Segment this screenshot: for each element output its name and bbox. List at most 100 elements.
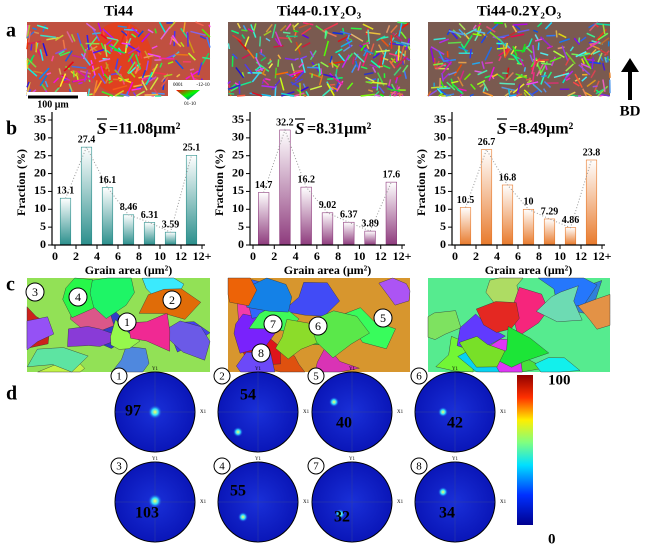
map-region [88,22,152,94]
lath [76,32,83,47]
lath [141,76,150,82]
lath [106,36,119,41]
lath [505,71,514,81]
value-label: 16.8 [499,172,517,183]
lath [512,54,521,65]
x-tick-label: 10 [154,249,166,263]
lath [391,83,396,90]
column-title: Ti44-0.1Y₂O₃ [277,3,362,19]
lath [442,72,450,81]
x-tick-label: 2 [473,249,479,263]
y-tick-label: 0 [40,237,46,251]
x-tick-label: 2 [73,249,79,263]
lath [597,47,609,55]
lath [58,68,62,75]
lath [263,30,272,36]
lath [104,44,108,57]
lath [129,71,136,78]
grain [67,326,125,347]
x-tick-label: 0 [52,249,58,263]
lath [571,53,579,56]
pf-hotspot [329,397,339,407]
lath [147,53,161,58]
lath [448,71,457,76]
lath [435,63,447,70]
lath [78,81,83,85]
lath [501,86,516,92]
lath [137,30,144,38]
lath [26,81,30,88]
lath [525,46,533,54]
lath [232,34,242,42]
lath [294,70,306,82]
lath [151,92,165,95]
lath [457,76,464,87]
lath [298,62,304,68]
value-label: 26.7 [478,137,496,148]
grain-marker-label: 2 [169,293,175,307]
lath [354,53,359,61]
lath [534,34,539,40]
value-label: 3.89 [361,218,379,229]
lath [301,42,311,48]
lath [300,86,309,92]
pf-axis-label: X1 [200,410,207,415]
value-label: 8.46 [120,202,138,213]
lath [323,40,330,57]
lath [521,43,526,53]
lath [346,82,354,90]
panel-label: a [6,20,16,42]
lath [77,70,92,81]
lath [145,71,153,86]
lath [436,88,443,94]
lath [100,65,105,77]
lath [367,29,370,44]
lath [484,46,493,61]
lath [241,71,245,78]
bar [143,222,156,246]
pf-axis-label: X1 [397,410,404,415]
lath [564,70,574,80]
lath [539,61,549,75]
lath [279,77,285,91]
x-tick-label: 2 [271,249,277,263]
lath [303,94,307,97]
bar [59,197,72,246]
value-label: 3.59 [162,219,180,230]
lath [141,79,148,91]
lath [368,89,374,93]
ipf-label: 01-10 [184,102,196,107]
pf-marker [110,367,128,385]
lath [390,24,398,34]
value-label: 16.2 [297,174,315,185]
bar [279,129,291,246]
lath [92,32,101,35]
lath [591,57,594,70]
lath [353,52,365,63]
lath [471,61,481,65]
lath [92,48,105,54]
grain [26,316,55,351]
lath [80,70,91,75]
lath [201,52,210,66]
pf-max: 42 [447,415,463,432]
lath [508,58,515,61]
grain [378,277,411,306]
lath [208,24,211,28]
lath [398,22,403,37]
lath [403,70,408,80]
lath [393,66,402,76]
lath [145,60,149,71]
lath [433,37,446,41]
lath [227,84,232,91]
lath [40,51,46,56]
lath [264,78,271,81]
mean-symbol: S [295,119,304,138]
lath [550,56,556,67]
panel-label: b [6,118,17,140]
lath [427,89,438,97]
y-tick-label: 15 [34,183,46,197]
lath [484,61,493,65]
lath [150,63,159,78]
lath [305,90,310,97]
